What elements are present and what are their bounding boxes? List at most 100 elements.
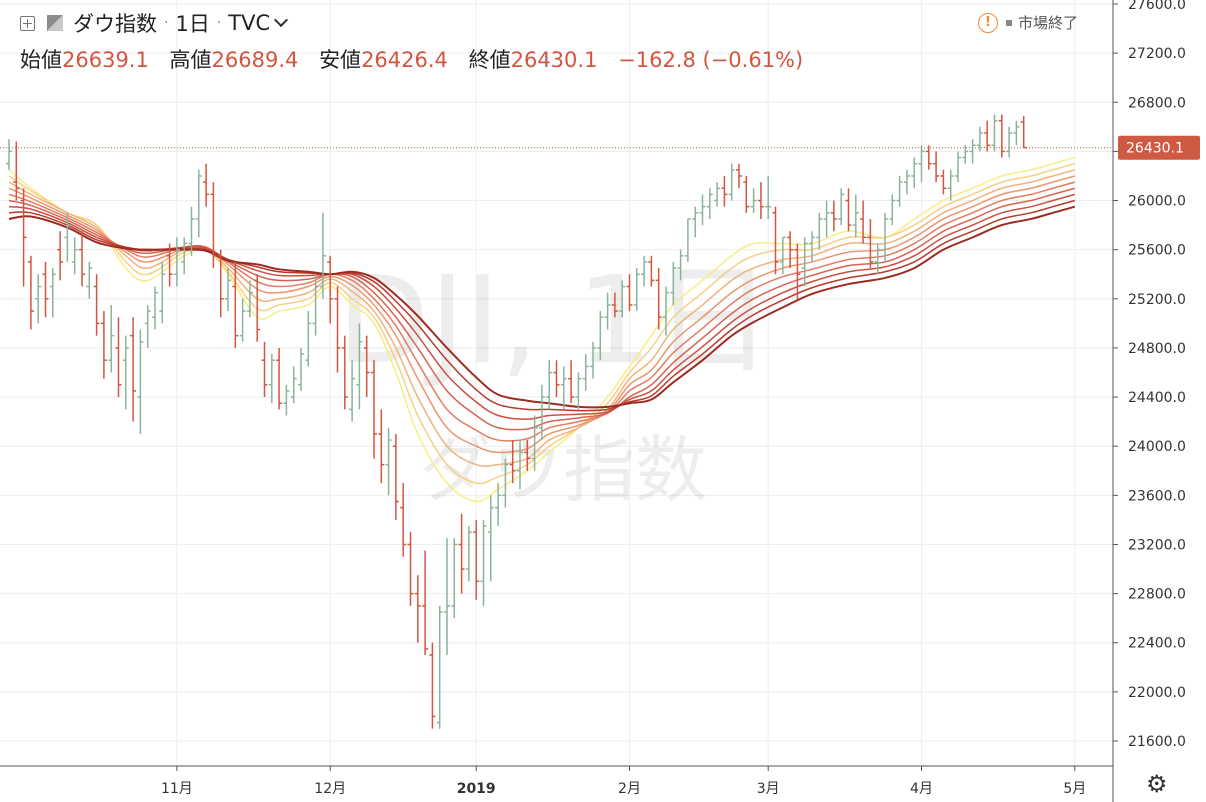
ohlc-bar xyxy=(195,169,202,238)
ohlc-bar xyxy=(1013,120,1020,146)
ohlc-bar xyxy=(407,532,414,606)
ohlc-bar xyxy=(787,231,794,269)
gear-icon[interactable]: ⚙ xyxy=(1146,770,1168,798)
ohlc-bar xyxy=(918,145,925,183)
y-tick-label: 26800.0 xyxy=(1128,95,1186,111)
ohlc-bar xyxy=(947,169,954,201)
chart-header: ダウ指数 · 1日 · TVC 始値26639.1 高値26689.4 安値26… xyxy=(0,0,1110,80)
separator-dot: · xyxy=(164,15,169,31)
ohlc-bar xyxy=(166,243,173,287)
ohlc-bar xyxy=(71,237,78,275)
ohlc-bar xyxy=(400,483,407,557)
watermark-symbol: DJI, 1日 xyxy=(337,252,773,391)
ohlc-bar xyxy=(363,335,370,398)
ohlc-bar xyxy=(436,605,443,729)
change-value: −162.8 (−0.61%) xyxy=(618,48,804,72)
ohlc-bar xyxy=(896,175,903,207)
ohlc-bar xyxy=(495,483,502,527)
ohlc-bar xyxy=(341,335,348,410)
ohlc-bar xyxy=(728,163,735,201)
ohlc-bar xyxy=(765,175,772,219)
ohlc-bar xyxy=(290,366,297,404)
separator-dot: · xyxy=(216,15,222,31)
ohlc-bar xyxy=(626,274,633,312)
status-dot-icon xyxy=(1006,19,1012,26)
ohlc-bar xyxy=(546,360,553,410)
ohlc-bars xyxy=(6,114,1027,729)
ohlc-bar xyxy=(385,427,392,496)
ohlc-bar xyxy=(903,169,910,195)
ohlc-bar xyxy=(93,274,100,336)
ohlc-bar xyxy=(955,151,961,183)
ohlc-bar xyxy=(809,231,815,262)
ohlc-bar xyxy=(465,526,472,582)
symbol-logo-icon xyxy=(47,15,63,31)
collapse-icon[interactable] xyxy=(20,15,35,31)
market-status[interactable]: ! 市場終了 xyxy=(978,12,1078,33)
ohlc-bar xyxy=(830,200,837,232)
y-tick-label: 25200.0 xyxy=(1128,292,1186,308)
x-tick-label: 3月 xyxy=(757,781,780,797)
ohlc-bar xyxy=(152,286,158,330)
ohlc-bar xyxy=(538,384,545,441)
exclamation-icon[interactable]: ! xyxy=(978,12,998,33)
y-tick-label: 22800.0 xyxy=(1128,587,1186,603)
ohlc-bar xyxy=(794,243,801,299)
ohlc-bar xyxy=(590,341,596,379)
ohlc-bar xyxy=(115,317,122,398)
ohlc-bar xyxy=(604,292,611,330)
ohlc-bar xyxy=(1020,115,1027,149)
ohlc-bar xyxy=(692,206,699,238)
ohlc-bar xyxy=(334,286,341,373)
ohlc-bar xyxy=(502,458,509,508)
ohlc-bar xyxy=(969,139,976,164)
ohlc-bar xyxy=(108,304,115,373)
ohlc-bar xyxy=(188,206,195,256)
ohlc-bar xyxy=(27,255,34,330)
open-value: 26639.1 xyxy=(62,48,149,72)
ohlc-bar xyxy=(852,194,859,238)
low-value: 26426.4 xyxy=(361,48,448,72)
ohlc-bar xyxy=(42,261,49,318)
x-tick-label: 4月 xyxy=(910,781,933,797)
ohlc-bar xyxy=(509,440,516,484)
exchange[interactable]: TVC xyxy=(228,11,271,35)
ohlc-bar xyxy=(867,218,874,269)
price-axis[interactable]: 21600.0 22000.0 22400.0 22800.0 23200.0 23600… xyxy=(1112,0,1186,802)
y-tick-label: 27200.0 xyxy=(1128,46,1186,62)
ohlc-bar xyxy=(130,317,137,422)
ohlc-bar xyxy=(217,249,224,318)
ohlc-bar xyxy=(232,261,239,348)
ohlc-bar xyxy=(268,354,275,404)
symbol-name[interactable]: ダウ指数 xyxy=(73,12,157,36)
ohlc-bar xyxy=(49,268,56,318)
ohlc-bar xyxy=(962,145,969,164)
ohlc-bar xyxy=(663,286,669,336)
ohlc-bar xyxy=(911,157,918,189)
ohlc-bar xyxy=(1006,126,1013,158)
ohlc-bar xyxy=(736,163,742,189)
y-tick-label: 22400.0 xyxy=(1128,636,1186,652)
ohlc-bar xyxy=(20,188,27,287)
chevron-down-icon[interactable] xyxy=(274,12,289,28)
y-tick-label: 24000.0 xyxy=(1128,439,1186,455)
ohlc-bar xyxy=(641,255,648,287)
y-tick-label: 26000.0 xyxy=(1128,194,1186,210)
ohlc-bar xyxy=(422,550,429,656)
ohlc-bar xyxy=(137,329,144,434)
ohlc-bar xyxy=(976,126,983,152)
ohlc-bar xyxy=(991,114,998,152)
last-price-label: 26430.1 xyxy=(1126,141,1184,157)
time-axis[interactable]: 11月 12月 2019 2月 3月 4月 5月 xyxy=(0,765,1113,797)
ma-line-7 xyxy=(8,193,1076,420)
ohlc-bar xyxy=(451,538,458,619)
high-label: 高値 xyxy=(169,48,212,72)
interval[interactable]: 1日 xyxy=(175,12,210,36)
ohlc-bar xyxy=(458,513,465,594)
ohlc-bar xyxy=(210,182,217,269)
ohlc-bar xyxy=(699,194,706,226)
ohlc-bar xyxy=(487,495,494,582)
ohlc-bar xyxy=(480,519,487,606)
y-tick-label: 23600.0 xyxy=(1128,488,1186,504)
